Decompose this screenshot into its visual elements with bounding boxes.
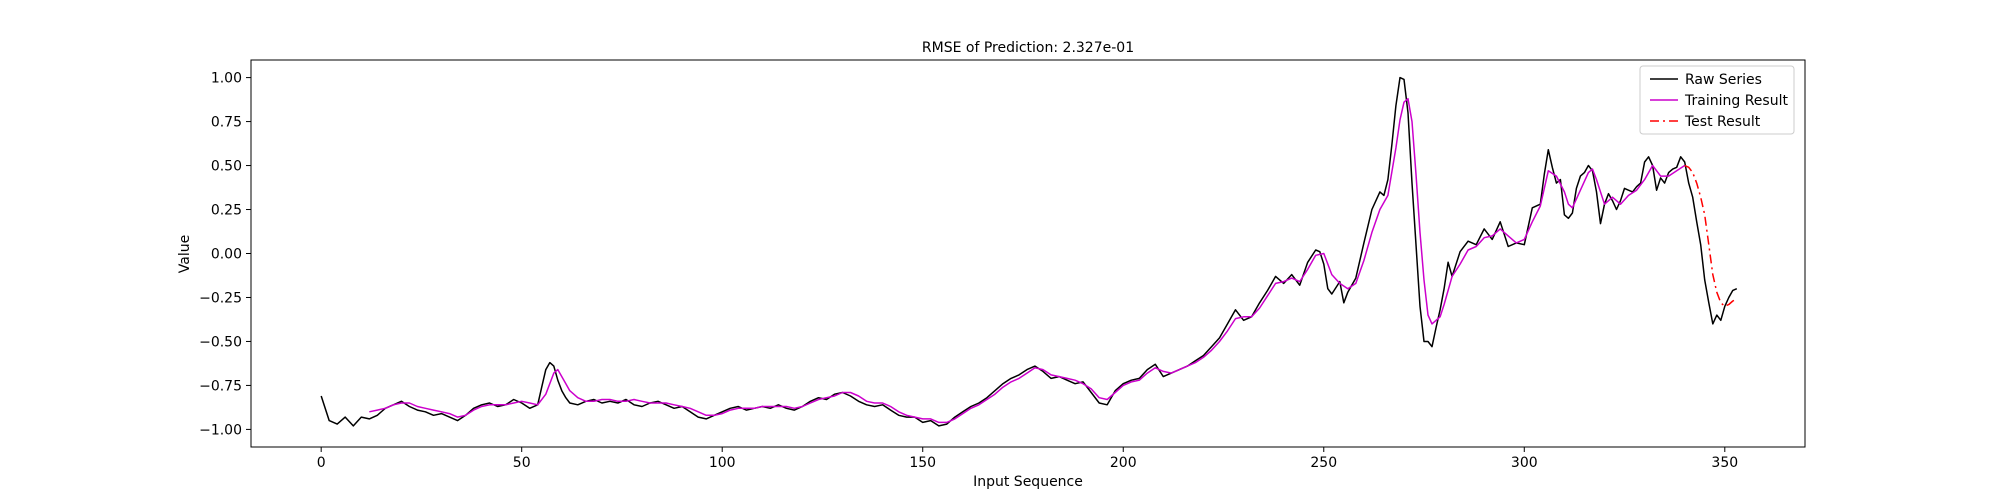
series-layer [320, 76, 1738, 427]
y-tick-label: 0.75 [211, 115, 242, 131]
legend-box [1639, 65, 1795, 135]
x-axis-label: Input Sequence [973, 474, 1083, 490]
x-tick-label: 50 [513, 455, 531, 471]
plot-area: 0 50 100 150 200 250 300 350 −1.00 −0.75 −0.50 −0.… [199, 59, 1806, 471]
x-tick-label: 350 [1711, 455, 1738, 471]
x-tick-label: 0 [317, 455, 326, 471]
x-tick-label: 100 [709, 455, 736, 471]
y-tick-label: 1.00 [211, 71, 242, 87]
y-tick-label: 0.50 [211, 159, 242, 175]
x-tick-label: 150 [909, 455, 936, 471]
y-axis: −1.00 −0.75 −0.50 −0.25 0.00 0.25 0.50 0.75 1.00 [199, 71, 251, 438]
legend-entry-label: Test Result [1684, 114, 1761, 130]
series-line-test-result [1684, 164, 1738, 308]
x-tick-label: 200 [1110, 455, 1137, 471]
chart-title: RMSE of Prediction: 2.327e-01 [922, 40, 1134, 56]
x-tick-label: 250 [1310, 455, 1337, 471]
legend-entry-label: Training Result [1684, 93, 1788, 109]
legend: Raw Series Training Result Test Result [1639, 65, 1795, 135]
y-tick-label: −1.00 [199, 422, 242, 438]
y-tick-label: −0.25 [199, 290, 242, 306]
y-axis-label: Value [177, 235, 193, 273]
legend-entry-label: Raw Series [1685, 72, 1762, 88]
y-tick-label: −0.50 [199, 334, 242, 350]
x-tick-label: 300 [1511, 455, 1538, 471]
y-tick-label: −0.75 [199, 378, 242, 394]
y-tick-label: 0.00 [211, 247, 242, 263]
series-line-training-result [369, 97, 1686, 424]
x-axis: 0 50 100 150 200 250 300 350 [317, 447, 1738, 471]
y-tick-label: 0.25 [211, 203, 242, 219]
